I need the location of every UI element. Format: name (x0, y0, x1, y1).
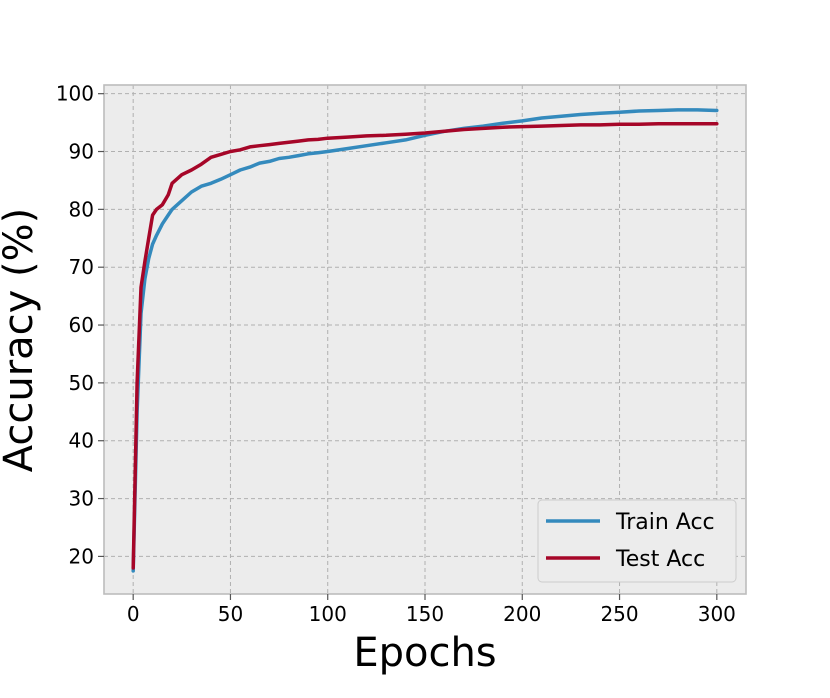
y-tick-label: 20 (69, 544, 94, 568)
y-tick-label: 80 (69, 197, 94, 221)
x-tick-label: 300 (698, 602, 736, 626)
y-tick-label: 50 (69, 371, 94, 395)
x-tick-label: 50 (218, 602, 243, 626)
grid (104, 85, 746, 594)
series-line-train-acc (131, 108, 719, 573)
y-axis-title: Accuracy (%) (0, 208, 42, 473)
series-line-test-acc (131, 122, 719, 570)
y-tick-label: 100 (56, 82, 94, 106)
y-tick-label: 90 (69, 140, 94, 164)
x-tick-label: 150 (406, 602, 444, 626)
y-tick-label: 60 (69, 313, 94, 337)
x-tick-label: 200 (503, 602, 541, 626)
x-tick-label: 100 (309, 602, 347, 626)
y-tick-label: 30 (69, 487, 94, 511)
series-lines (131, 108, 719, 573)
x-tick-label: 0 (127, 602, 140, 626)
x-tick-label: 250 (600, 602, 638, 626)
legend: Train Acc Test Acc (537, 499, 737, 583)
y-tick-label: 70 (69, 255, 94, 279)
x-axis-title: Epochs (353, 630, 496, 676)
legend-label-train-acc: Train Acc (615, 510, 715, 535)
legend-label-test-acc: Test Acc (615, 547, 705, 572)
axes: 0 50 100 150 200 250 300 20 30 40 50 60 70 80 90 100 (56, 82, 736, 626)
y-tick-label: 40 (69, 429, 94, 453)
